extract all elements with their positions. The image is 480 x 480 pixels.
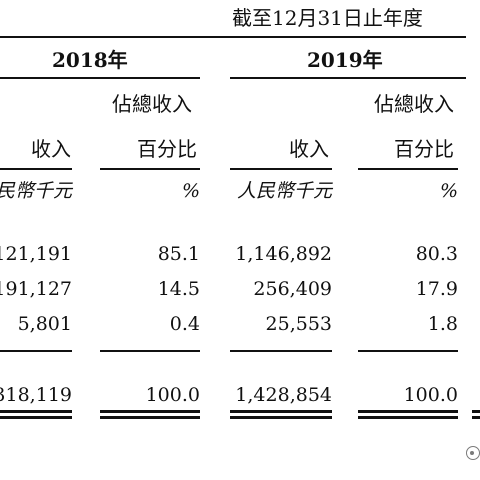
watermark-icon [466,446,480,460]
total-pct-2018: 100.0 [145,384,200,406]
total-double-rule-rev-2019-b [230,416,332,419]
total-double-rule-rev-2019-a [230,410,332,413]
total-pct-2019: 100.0 [403,384,458,406]
header-rule-pct-2018 [100,168,200,170]
row2-revenue-2018: 191,127 [0,278,72,300]
pct-header-2018-line1: 佔總收入 [112,92,192,116]
row1-pct-2018: 85.1 [157,243,200,265]
row1-revenue-2019: 1,146,892 [235,243,332,265]
pct-header-2019-line1: 佔總收入 [374,92,454,116]
year-2019-heading: 2019年 [307,48,383,72]
total-double-rule-rev-2018-a [0,410,72,413]
row2-pct-2019: 17.9 [415,278,458,300]
year-2018-heading: 2018年 [52,48,128,72]
next-column-edge-b [472,416,480,419]
total-revenue-2019: 1,428,854 [235,384,332,406]
year-2018-rule [0,77,200,79]
total-double-rule-rev-2018-b [0,416,72,419]
total-double-rule-pct-2018-a [100,410,200,413]
period-heading: 截至12月31日止年度 [232,6,423,30]
total-revenue-2018: 318,119 [0,384,72,406]
row3-revenue-2018: 5,801 [17,313,72,335]
row1-revenue-2018: 121,191 [0,243,72,265]
header-rule-rev-2019 [230,168,332,170]
subtotal-rule-pct-2018 [100,350,200,352]
row3-pct-2019: 1.8 [427,313,458,335]
total-double-rule-pct-2018-b [100,416,200,419]
unit-revenue-2019: 人民幣千元 [236,180,332,202]
year-2019-rule [230,77,466,79]
total-double-rule-pct-2019-a [358,410,458,413]
revenue-header-2018: 收入 [31,137,71,161]
row2-pct-2018: 14.5 [157,278,200,300]
row2-revenue-2019: 256,409 [253,278,332,300]
row1-pct-2019: 80.3 [415,243,458,265]
total-double-rule-pct-2019-b [358,416,458,419]
unit-revenue-2018: 民幣千元 [0,180,73,202]
row3-revenue-2019: 25,553 [265,313,332,335]
unit-pct-2018: % [181,180,200,202]
subtotal-rule-rev-2019 [230,350,332,352]
subtotal-rule-pct-2019 [358,350,458,352]
row3-pct-2018: 0.4 [169,313,200,335]
pct-header-2018-line2: 百分比 [137,137,197,161]
header-rule-rev-2018 [0,168,72,170]
pct-header-2019-line2: 百分比 [394,137,454,161]
revenue-header-2019: 收入 [289,137,329,161]
next-column-edge [472,410,480,413]
unit-pct-2019: % [439,180,458,202]
header-rule-pct-2019 [358,168,458,170]
period-rule [0,36,466,38]
subtotal-rule-rev-2018 [0,350,72,352]
